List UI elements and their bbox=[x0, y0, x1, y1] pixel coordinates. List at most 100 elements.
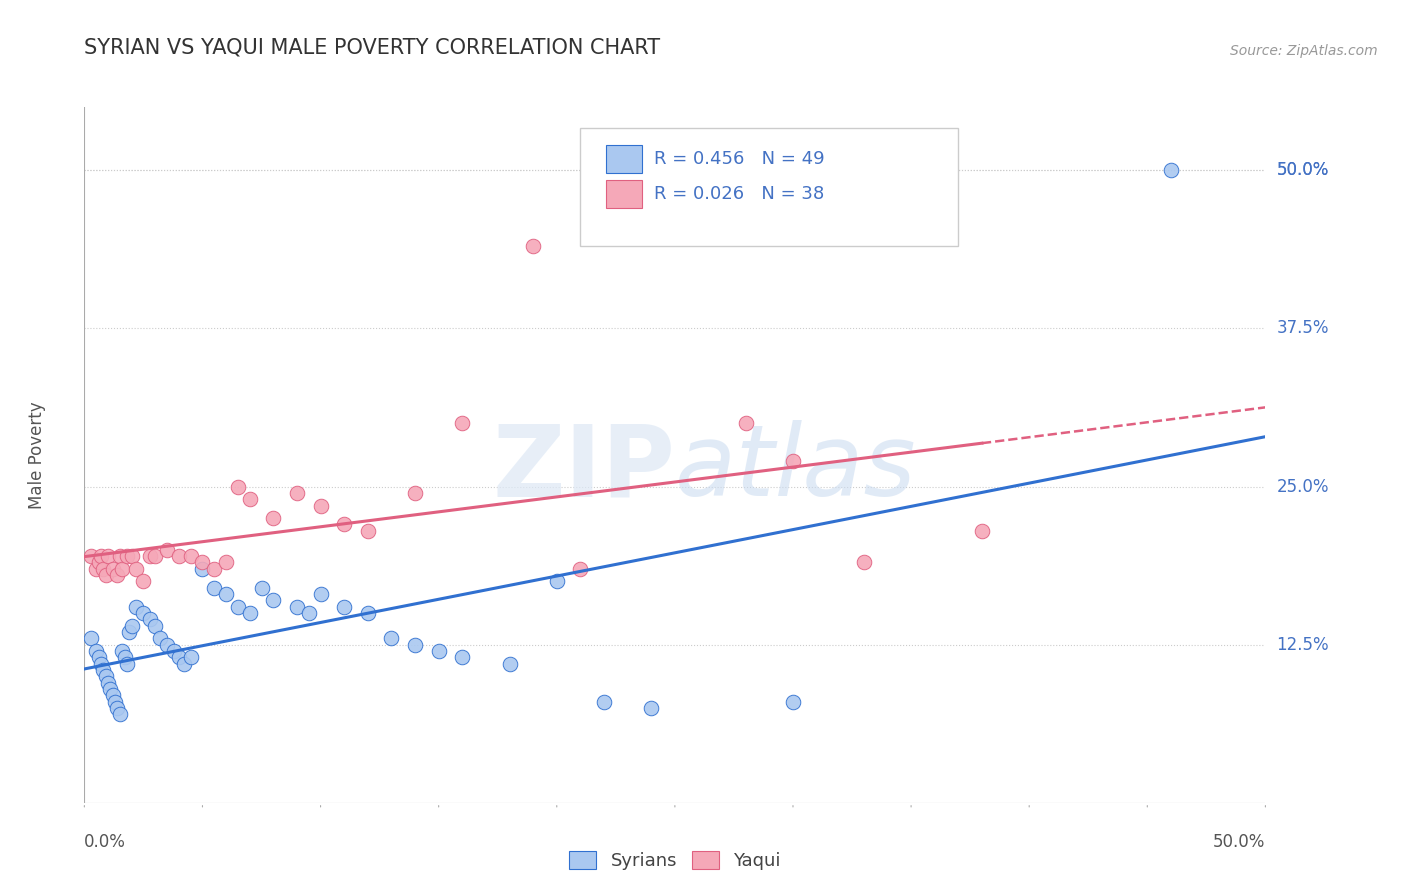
Point bbox=[640, 701, 662, 715]
Text: 50.0%: 50.0% bbox=[1213, 833, 1265, 851]
Point bbox=[202, 581, 225, 595]
Point bbox=[80, 632, 103, 646]
Point bbox=[734, 417, 756, 431]
Text: 25.0%: 25.0% bbox=[1277, 477, 1329, 496]
Point bbox=[333, 599, 356, 614]
Point bbox=[84, 644, 107, 658]
Point bbox=[1160, 163, 1182, 178]
Point bbox=[125, 562, 148, 576]
Point bbox=[167, 650, 190, 665]
Text: 50.0%: 50.0% bbox=[1277, 161, 1329, 179]
Text: atlas: atlas bbox=[675, 420, 917, 517]
Point bbox=[87, 650, 110, 665]
Point bbox=[101, 688, 124, 702]
Point bbox=[91, 663, 114, 677]
Point bbox=[139, 549, 162, 563]
Text: R = 0.026   N = 38: R = 0.026 N = 38 bbox=[654, 185, 824, 203]
Point bbox=[156, 638, 179, 652]
Point bbox=[309, 587, 332, 601]
Text: Male Poverty: Male Poverty bbox=[28, 401, 46, 508]
FancyBboxPatch shape bbox=[606, 145, 641, 173]
Point bbox=[139, 612, 162, 626]
Point bbox=[191, 562, 214, 576]
Point bbox=[239, 492, 262, 507]
Text: 37.5%: 37.5% bbox=[1277, 319, 1329, 337]
Point bbox=[593, 695, 616, 709]
Point bbox=[180, 650, 202, 665]
FancyBboxPatch shape bbox=[606, 180, 641, 208]
Point bbox=[215, 587, 238, 601]
Point bbox=[427, 644, 450, 658]
Point bbox=[404, 638, 426, 652]
Point bbox=[97, 549, 120, 563]
Text: ZIP: ZIP bbox=[492, 420, 675, 517]
Point bbox=[191, 556, 214, 570]
Point bbox=[782, 454, 804, 468]
Text: 12.5%: 12.5% bbox=[1277, 636, 1329, 654]
Point bbox=[108, 707, 131, 722]
Point bbox=[115, 549, 138, 563]
Point bbox=[226, 599, 249, 614]
Point bbox=[114, 650, 136, 665]
Point bbox=[115, 657, 138, 671]
Point bbox=[111, 562, 134, 576]
Point bbox=[80, 549, 103, 563]
Point bbox=[107, 701, 129, 715]
Point bbox=[451, 417, 474, 431]
Point bbox=[118, 625, 141, 640]
FancyBboxPatch shape bbox=[581, 128, 959, 246]
Point bbox=[262, 593, 284, 607]
Point bbox=[132, 574, 155, 589]
Point bbox=[498, 657, 520, 671]
Point bbox=[546, 574, 568, 589]
Point bbox=[90, 657, 112, 671]
Point bbox=[97, 675, 120, 690]
Point bbox=[298, 606, 321, 620]
Point bbox=[87, 556, 110, 570]
Point bbox=[180, 549, 202, 563]
Point bbox=[132, 606, 155, 620]
Point bbox=[149, 632, 172, 646]
Text: Source: ZipAtlas.com: Source: ZipAtlas.com bbox=[1230, 44, 1378, 58]
Point bbox=[98, 681, 121, 696]
Point bbox=[357, 606, 380, 620]
Point bbox=[107, 568, 129, 582]
Point bbox=[782, 695, 804, 709]
Point bbox=[380, 632, 402, 646]
Point bbox=[970, 524, 993, 538]
Point bbox=[451, 650, 474, 665]
Point bbox=[357, 524, 380, 538]
Point bbox=[101, 562, 124, 576]
Point bbox=[239, 606, 262, 620]
Point bbox=[250, 581, 273, 595]
Point bbox=[84, 562, 107, 576]
Point bbox=[163, 644, 186, 658]
Legend: Syrians, Yaqui: Syrians, Yaqui bbox=[569, 851, 780, 871]
Point bbox=[143, 618, 166, 632]
Point bbox=[285, 486, 308, 500]
Point bbox=[404, 486, 426, 500]
Point bbox=[285, 599, 308, 614]
Point bbox=[333, 517, 356, 532]
Text: 50.0%: 50.0% bbox=[1277, 161, 1329, 179]
Point bbox=[121, 618, 143, 632]
Point bbox=[852, 556, 875, 570]
Point bbox=[215, 556, 238, 570]
Point bbox=[309, 499, 332, 513]
Text: R = 0.456   N = 49: R = 0.456 N = 49 bbox=[654, 150, 824, 169]
Point bbox=[90, 549, 112, 563]
Point bbox=[94, 568, 117, 582]
Point bbox=[108, 549, 131, 563]
Point bbox=[202, 562, 225, 576]
Text: 0.0%: 0.0% bbox=[84, 833, 127, 851]
Point bbox=[569, 562, 592, 576]
Point bbox=[104, 695, 127, 709]
Point bbox=[125, 599, 148, 614]
Text: SYRIAN VS YAQUI MALE POVERTY CORRELATION CHART: SYRIAN VS YAQUI MALE POVERTY CORRELATION… bbox=[84, 38, 661, 58]
Point bbox=[94, 669, 117, 683]
Point bbox=[156, 542, 179, 557]
Point bbox=[522, 239, 544, 253]
Point bbox=[111, 644, 134, 658]
Point bbox=[143, 549, 166, 563]
Point bbox=[91, 562, 114, 576]
